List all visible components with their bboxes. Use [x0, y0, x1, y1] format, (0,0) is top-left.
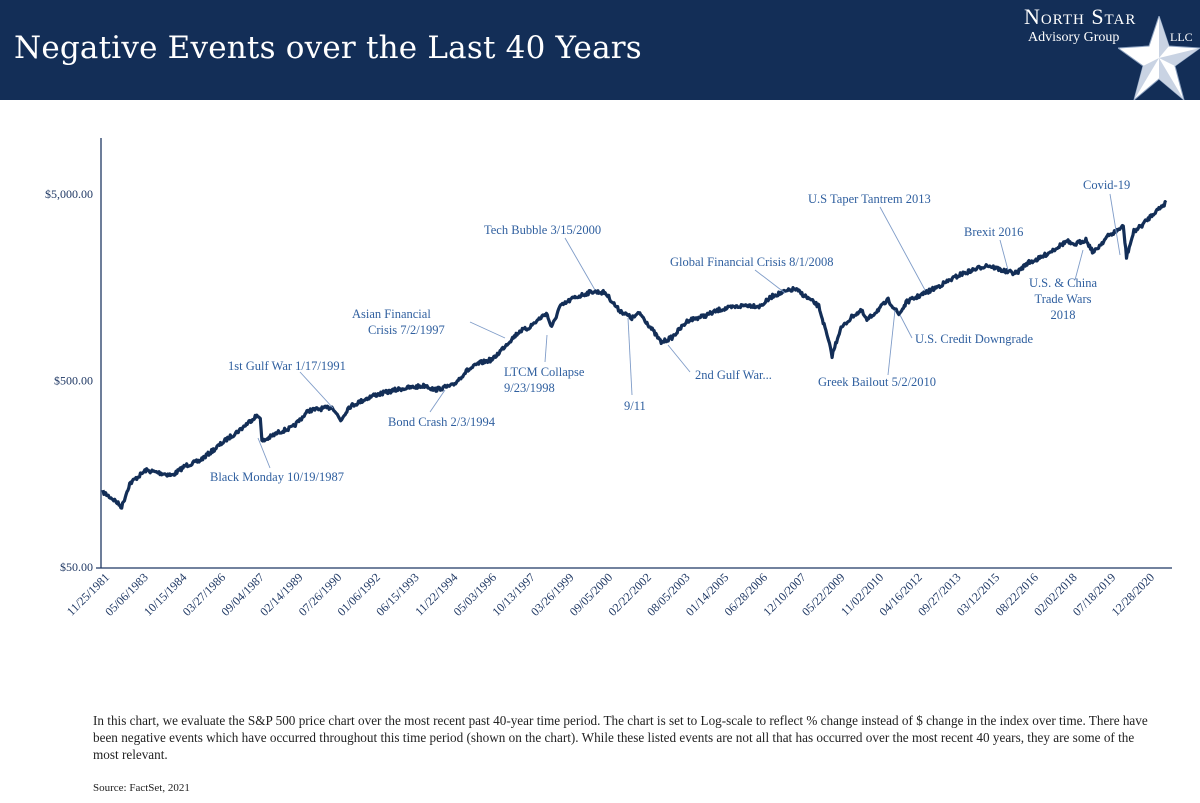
annotation-leader-line	[887, 309, 896, 376]
sp500-log-chart: $50.00$500.00$5,000.0011/25/198105/06/19…	[45, 138, 1172, 619]
annotation-label: Brexit 2016	[964, 225, 1023, 239]
annotation-label: Black Monday 10/19/1987	[210, 470, 344, 484]
footnote: In this chart, we evaluate the S&P 500 p…	[93, 713, 1148, 762]
annotation-label: Crisis 7/2/1997	[368, 323, 445, 337]
annotation-leader-line	[899, 314, 913, 339]
star-icon	[1118, 16, 1200, 100]
annotation-leader-line	[754, 269, 786, 294]
annotation-label: Trade Wars	[1035, 292, 1092, 306]
source-note: Source: FactSet, 2021	[93, 782, 190, 794]
north-star-logo: North Star Advisory Group LLC	[1000, 0, 1200, 100]
annotation-leader-line	[564, 237, 596, 291]
annotation-leader-line	[429, 389, 446, 413]
page-title: Negative Events over the Last 40 Years	[14, 30, 642, 66]
annotation-label: 2nd Gulf War...	[695, 368, 772, 382]
annotation-label: U.S Taper Tantrem 2013	[808, 192, 931, 206]
annotation-label: LTCM Collapse	[504, 365, 585, 379]
annotation-leader-line	[299, 371, 334, 409]
annotation-leader-line	[879, 206, 926, 291]
y-tick-label: $50.00	[60, 560, 93, 574]
header-banner: Negative Events over the Last 40 Years N…	[0, 0, 1200, 100]
annotation-label: Tech Bubble 3/15/2000	[484, 223, 601, 237]
annotation-leader-line	[999, 239, 1009, 271]
annotation-label: 9/11	[624, 399, 646, 413]
annotation-label: 9/23/1998	[504, 381, 555, 395]
sp500-series-line	[101, 200, 1168, 510]
annotation-label: Global Financial Crisis 8/1/2008	[670, 255, 834, 269]
annotation-label: U.S. Credit Downgrade	[915, 332, 1033, 346]
annotation-leader-line	[627, 317, 633, 396]
y-tick-label: $500.00	[54, 374, 93, 388]
annotation-label: Asian Financial	[352, 307, 431, 321]
y-tick-label: $5,000.00	[45, 187, 93, 201]
annotation-label: U.S. & China	[1029, 276, 1098, 290]
annotation-leader-line	[469, 321, 506, 339]
annotation-label: Bond Crash 2/3/1994	[388, 415, 496, 429]
annotation-leader-line	[1074, 249, 1084, 281]
annotation-leader-line	[1109, 193, 1121, 256]
x-tick-label: 12/28/2020	[1109, 570, 1158, 619]
annotation-label: 2018	[1051, 308, 1076, 322]
annotation-label: Greek Bailout 5/2/2010	[818, 375, 936, 389]
annotation-leader-line	[257, 437, 271, 469]
annotation-leader-line	[667, 344, 691, 373]
annotation-leader-line	[544, 334, 548, 363]
annotation-label: Covid-19	[1083, 178, 1130, 192]
annotation-label: 1st Gulf War 1/17/1991	[228, 359, 346, 373]
